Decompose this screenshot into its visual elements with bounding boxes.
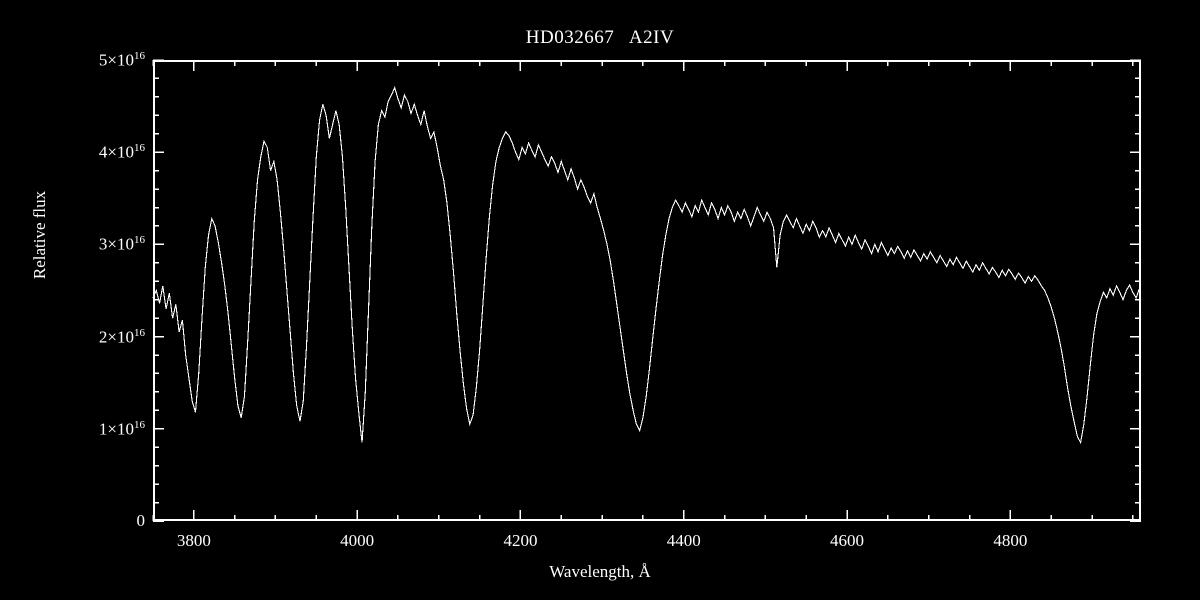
spectrum-line xyxy=(152,86,1140,445)
y-tick-label: 1×1016 xyxy=(98,418,145,439)
x-tick-label: 3800 xyxy=(176,531,211,550)
y-tick-label: 2×1016 xyxy=(98,326,145,347)
x-tick-label: 4400 xyxy=(666,531,701,550)
y-tick-label: 5×1016 xyxy=(98,50,145,70)
y-tick-label: 0 xyxy=(136,511,146,530)
plot-frame xyxy=(153,60,1141,521)
plot-area xyxy=(152,59,1141,522)
x-axis-label: Wavelength, Å xyxy=(549,562,651,581)
x-tick-label: 4600 xyxy=(830,531,865,550)
y-tick-label: 4×1016 xyxy=(98,142,145,162)
x-tick-label: 4000 xyxy=(340,531,375,550)
plot-title: HD032667 A2IV xyxy=(525,27,675,48)
x-tick-label: 4800 xyxy=(993,531,1028,550)
x-tick-label: 4200 xyxy=(503,531,538,550)
y-tick-label: 3×1016 xyxy=(98,234,145,255)
